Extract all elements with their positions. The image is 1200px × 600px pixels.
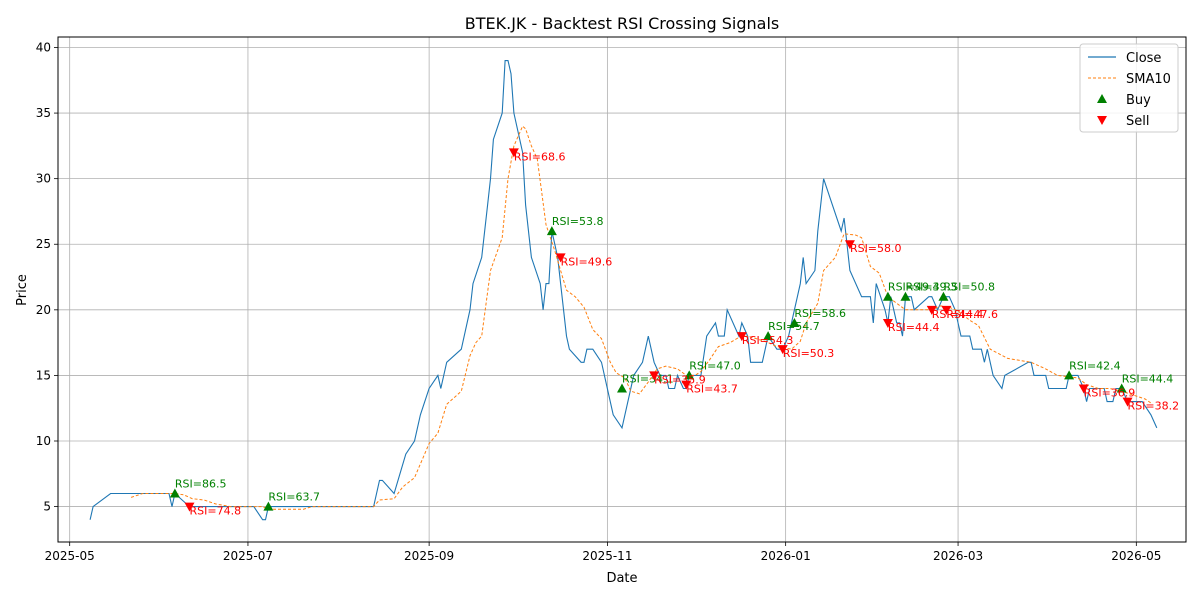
sell-marker <box>941 305 952 315</box>
buy-signal-label: RSI=58.6 <box>794 307 846 320</box>
buy-signal-label: RSI=63.7 <box>268 491 320 504</box>
buy-marker <box>789 317 800 327</box>
y-tick-label: 5 <box>43 500 51 514</box>
buy-marker <box>938 291 949 301</box>
x-tick-label: 2026-05 <box>1111 549 1161 563</box>
buy-signal-label: RSI=42.4 <box>1069 359 1121 372</box>
buy-signal-label: RSI=50.8 <box>943 281 995 294</box>
sell-signal-label: RSI=49.6 <box>561 255 613 268</box>
sell-signal-label: RSI=36.9 <box>1084 387 1136 400</box>
legend-sell-swatch <box>1097 116 1107 125</box>
legend-entry: Close <box>1126 51 1161 66</box>
buy-signal-label: RSI=47.0 <box>689 359 741 372</box>
axis-ticks: 2025-05 2025-07 2025-09 2025-11 2026-01 2026-… <box>36 40 1162 563</box>
legend-buy-swatch <box>1097 94 1107 103</box>
buy-marker <box>882 291 893 301</box>
buy-marker <box>1064 370 1075 380</box>
y-tick-label: 25 <box>36 237 51 251</box>
legend-entry: Sell <box>1126 114 1149 129</box>
buy-signal-label: RSI=49.3 <box>905 281 957 294</box>
sell-marker <box>184 502 195 512</box>
buy-signal-label: RSI=34.1 <box>622 373 674 386</box>
x-tick-label: 2026-03 <box>933 549 983 563</box>
sell-marker <box>926 305 937 315</box>
y-tick-label: 15 <box>36 368 51 382</box>
legend-entry: SMA10 <box>1126 72 1171 87</box>
close-line <box>89 60 1158 521</box>
x-tick-label: 2025-07 <box>223 549 273 563</box>
sell-signal-label: RSI=38.2 <box>1128 400 1180 413</box>
sell-marker <box>1122 397 1133 407</box>
buy-signal-label: RSI=53.8 <box>552 215 604 228</box>
buy-marker <box>1116 383 1127 393</box>
buy-marker <box>900 291 911 301</box>
sell-signal-label: RSI=74.8 <box>190 505 242 518</box>
x-tick-label: 2025-05 <box>45 549 95 563</box>
chart-title: BTEK.JK - Backtest RSI Crossing Signals <box>465 14 780 33</box>
y-tick-label: 20 <box>36 303 51 317</box>
legend-entry: Buy <box>1126 93 1151 108</box>
y-tick-label: 40 <box>36 40 51 54</box>
legend: Close SMA10 Buy Sell <box>1079 43 1179 133</box>
buy-signal-label: RSI=44.4 <box>1122 373 1174 386</box>
x-tick-label: 2025-11 <box>582 549 632 563</box>
sell-signal-label: RSI=44.4 <box>888 321 940 334</box>
buy-signal-label: RSI=49.3 <box>888 281 940 294</box>
sell-marker <box>844 240 855 250</box>
plot-frame <box>57 36 1187 543</box>
sell-signal-label: RSI=50.3 <box>783 347 835 360</box>
sell-signal-label: RSI=35.9 <box>654 373 706 386</box>
y-tick-label: 35 <box>36 106 51 120</box>
sell-marker <box>736 332 747 342</box>
grid <box>58 37 1186 542</box>
x-axis-label: Date <box>606 571 637 586</box>
y-axis-label: Price <box>15 274 30 306</box>
x-tick-label: 2025-09 <box>404 549 454 563</box>
sell-marker <box>555 253 566 263</box>
y-tick-label: 30 <box>36 172 51 186</box>
sma10-line <box>130 125 1152 510</box>
legend-box <box>1079 43 1179 133</box>
buy-marker <box>263 501 274 511</box>
buy-marker <box>684 370 695 380</box>
sell-marker <box>649 371 660 381</box>
sell-signal-label: RSI=68.6 <box>514 150 566 163</box>
buy-marker <box>546 226 557 236</box>
y-tick-label: 10 <box>36 434 51 448</box>
sell-marker <box>882 318 893 328</box>
buy-marker <box>169 488 180 498</box>
sell-signal-label: RSI=43.7 <box>686 383 738 396</box>
buy-marker <box>617 383 627 393</box>
sell-marker <box>1078 384 1089 394</box>
x-tick-label: 2026-01 <box>761 549 811 563</box>
sell-marker <box>681 380 692 390</box>
buy-signal-label: RSI=86.5 <box>175 477 227 490</box>
sell-marker <box>508 148 519 158</box>
sell-signal-label: RSI=47.6 <box>946 308 998 321</box>
sell-marker <box>777 345 788 355</box>
sell-signal-label: RSI=54.3 <box>742 334 794 347</box>
sell-signal-label: RSI=58.0 <box>850 242 902 255</box>
buy-marker <box>763 331 774 341</box>
plot-area: RSI=86.5 RSI=63.7 RSI=53.8 RSI=34.1 RSI=47.0… <box>89 60 1180 521</box>
